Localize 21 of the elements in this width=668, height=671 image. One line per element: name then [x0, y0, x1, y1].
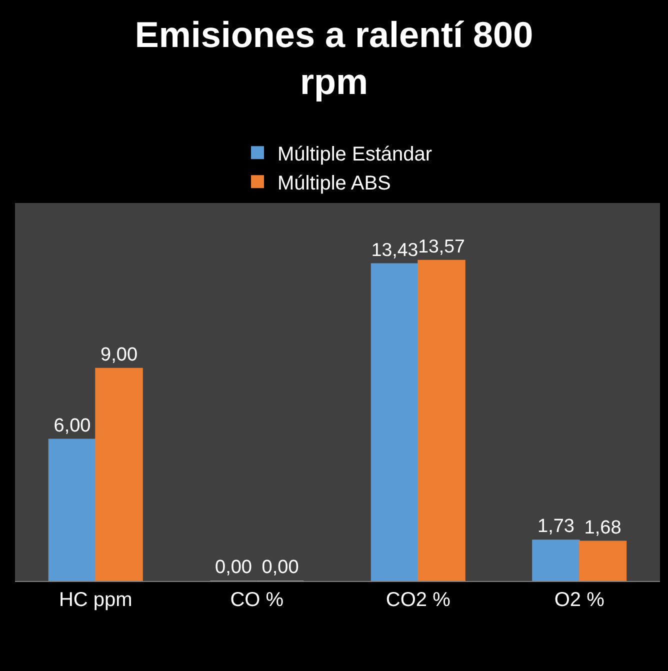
- bar: [48, 438, 96, 581]
- chart-title: Emisiones a ralentí 800 rpm: [134, 14, 534, 102]
- bar: [95, 368, 143, 581]
- data-label: 0,00: [262, 557, 299, 578]
- bar: [532, 540, 580, 581]
- data-label: 13,43: [371, 238, 418, 260]
- x-tick-label: CO2 %: [386, 589, 451, 611]
- data-label: 1,68: [584, 517, 622, 538]
- legend-label: Múltiple ABS: [278, 172, 391, 194]
- bar: [370, 263, 419, 581]
- data-label: 1,73: [538, 516, 574, 538]
- legend-label: Múltiple Estándar: [278, 143, 432, 166]
- x-tick-label: O2 %: [554, 589, 605, 611]
- data-label: 0,00: [215, 557, 252, 578]
- x-tick-label: CO %: [230, 589, 284, 611]
- data-label: 6,00: [54, 415, 91, 436]
- data-label: 13,57: [418, 235, 465, 256]
- bar: [418, 260, 466, 581]
- data-label: 9,00: [100, 344, 138, 366]
- bar: [578, 540, 627, 581]
- x-tick-label: HC ppm: [58, 589, 132, 611]
